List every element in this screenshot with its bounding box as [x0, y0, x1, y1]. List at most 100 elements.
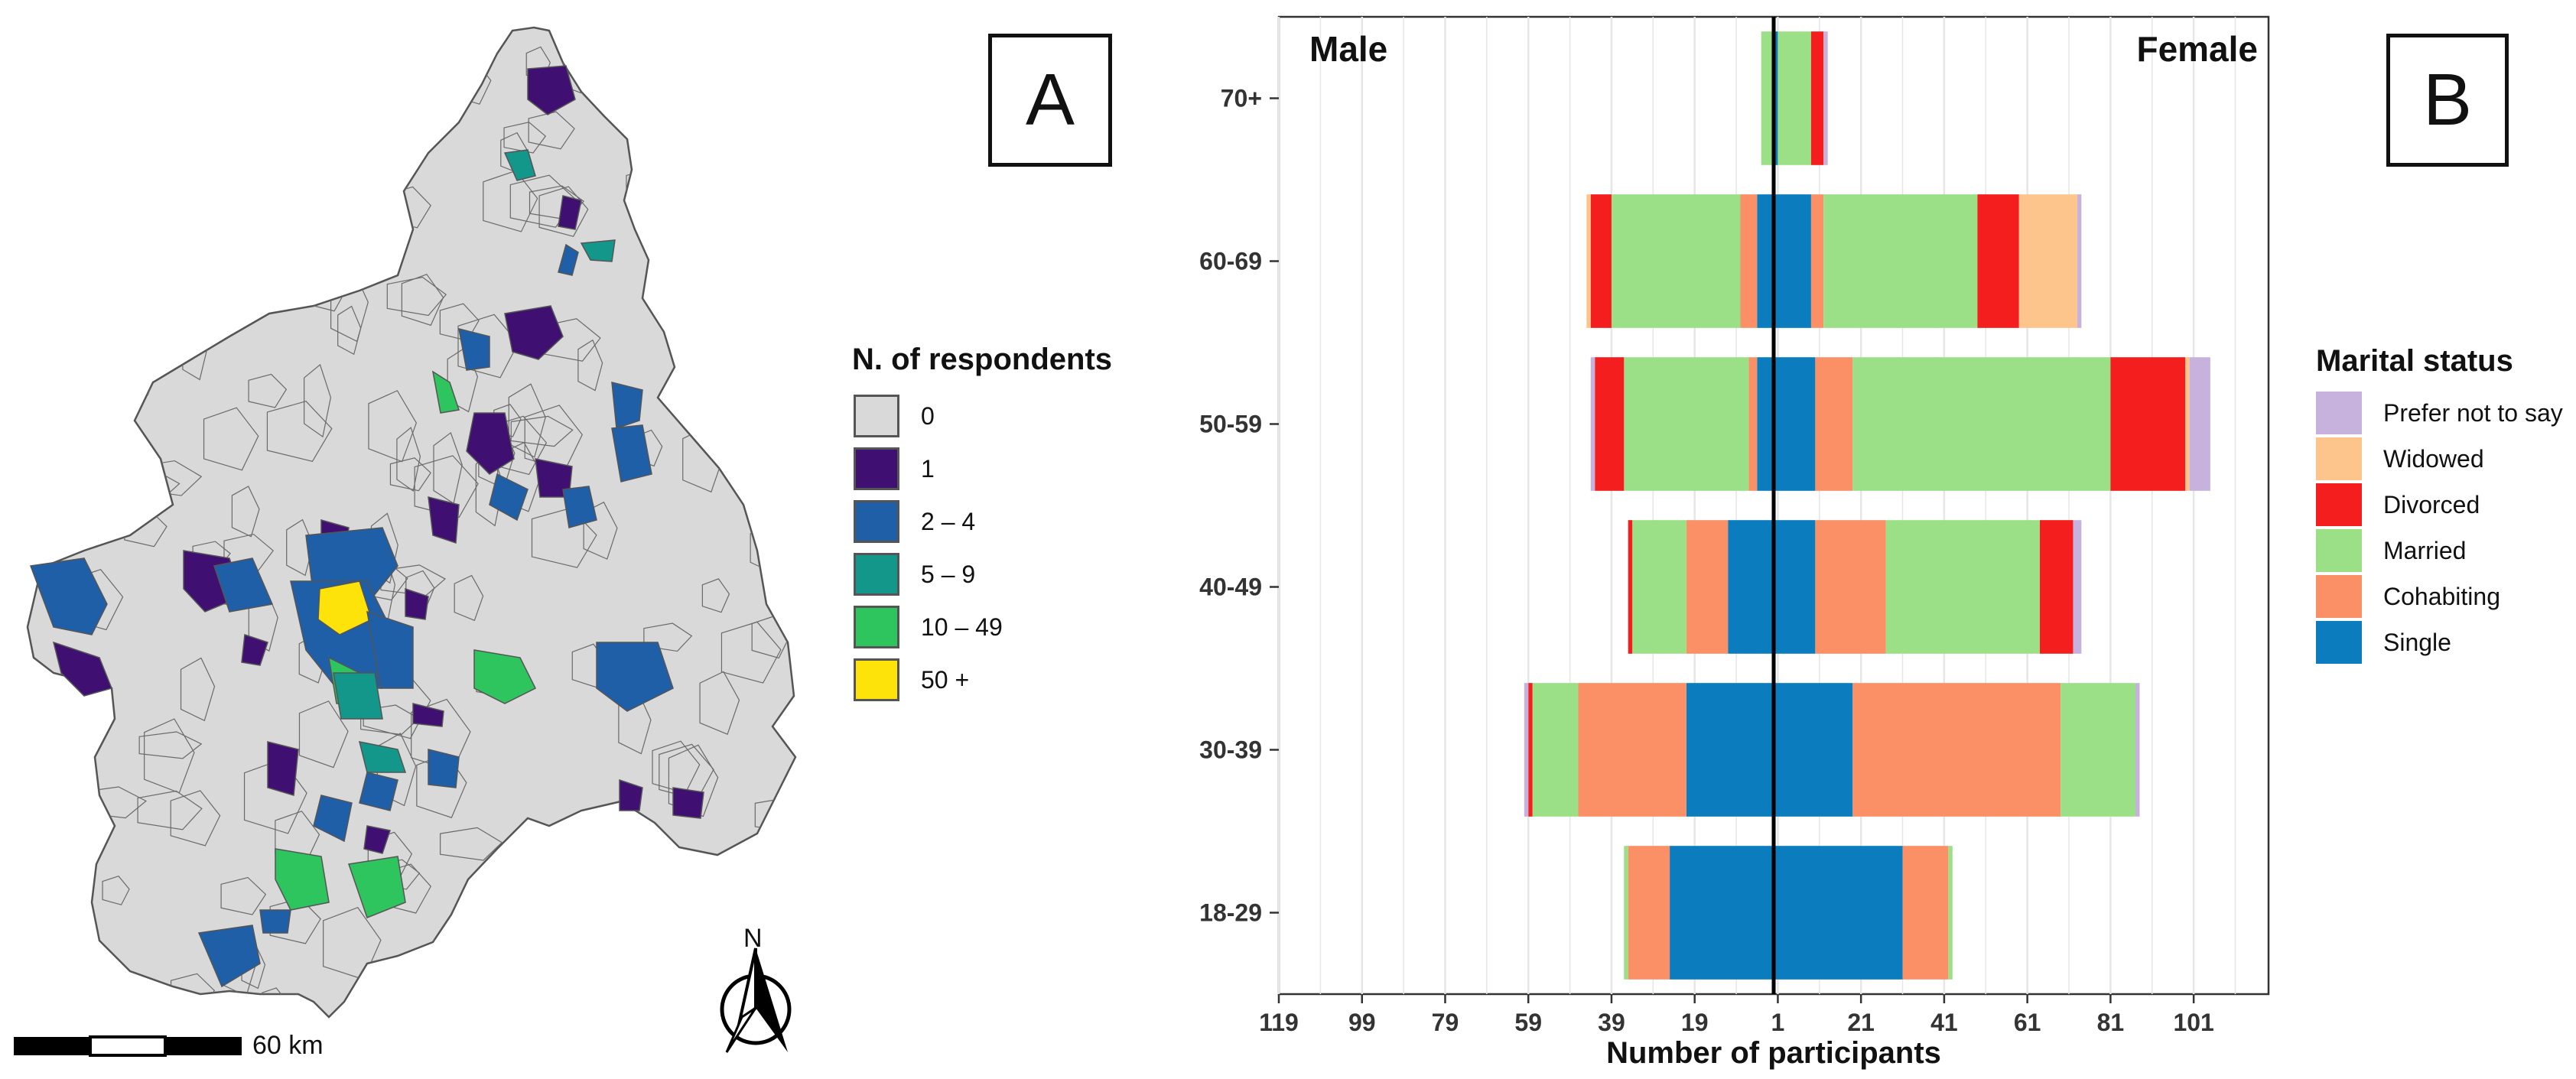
- municipal-border: [294, 138, 351, 174]
- municipal-border: [369, 107, 437, 162]
- municipal-border: [655, 206, 695, 254]
- marital-legend-swatch: [2316, 392, 2362, 434]
- bar-female-60-69-prefer-not-to-say: [2077, 194, 2082, 328]
- bar-male-30-39-married: [1532, 683, 1579, 817]
- municipality-patch: [412, 703, 444, 727]
- bar-male-30-39-divorced: [1528, 683, 1533, 817]
- municipal-border: [298, 700, 349, 769]
- marital-legend-item: Married: [2316, 529, 2466, 572]
- scale-bar: [14, 1035, 242, 1057]
- bar-male-18-29-single: [1670, 846, 1774, 980]
- map-legend-label: 2 – 4: [921, 507, 976, 535]
- municipality-patch: [562, 486, 597, 528]
- x-tick-label: 119: [1259, 1009, 1299, 1036]
- y-tick-label: 50-59: [1199, 411, 1262, 438]
- municipal-border: [138, 731, 203, 759]
- bar-male-40-49-married: [1632, 520, 1686, 654]
- marital-legend-label: Single: [2383, 628, 2451, 656]
- x-axis: 119 99 79 59 39 19 1 21 41 61 81 101: [1259, 994, 2214, 1036]
- map-legend-item: 0: [854, 395, 935, 437]
- municipal-border: [583, 501, 618, 560]
- municipal-border: [45, 502, 91, 529]
- bar-male-30-39-cohabiting: [1578, 683, 1686, 817]
- marital-legend-swatch: [2316, 575, 2362, 618]
- municipality-patch: [504, 305, 564, 360]
- panel-b-letter: B: [2422, 59, 2473, 141]
- municipality-patch: [458, 327, 490, 371]
- municipality-patch: [489, 473, 529, 522]
- municipal-border: [220, 876, 267, 915]
- municipality-patch: [213, 557, 274, 613]
- map-legend-item: 10 – 49: [854, 606, 1003, 648]
- x-tick-label: 41: [1930, 1009, 1958, 1036]
- x-axis-title: Number of participants: [1606, 1036, 1941, 1070]
- municipal-border: [433, 431, 463, 505]
- map-legend-swatch: [854, 606, 899, 648]
- bar-male-18-29-married: [1624, 846, 1628, 980]
- municipal-border: [659, 743, 714, 801]
- municipal-border: [83, 365, 123, 441]
- bar-female-50-59-prefer-not-to-say: [2189, 357, 2210, 491]
- municipal-border: [137, 790, 203, 830]
- bar-female-30-39-married: [2060, 683, 2136, 817]
- municipal-border: [411, 698, 471, 772]
- municipality-patch: [313, 795, 353, 843]
- municipality-patch: [503, 149, 536, 181]
- municipal-border: [144, 718, 195, 794]
- municipality-patch: [267, 741, 299, 796]
- bar-male-60-69-married: [1611, 194, 1741, 328]
- municipality-patch: [52, 641, 113, 697]
- x-tick-label: 19: [1681, 1009, 1709, 1036]
- municipality-patch: [611, 424, 652, 483]
- municipal-border: [174, 79, 242, 155]
- bar-female-70+-single: [1774, 31, 1778, 165]
- municipal-border: [154, 194, 191, 246]
- y-tick-label: 30-39: [1199, 736, 1262, 764]
- map-legend-label: 1: [921, 454, 935, 483]
- map-legend-label: 10 – 49: [921, 613, 1003, 641]
- province-map: [14, 26, 797, 1057]
- municipal-border: [386, 276, 447, 317]
- municipal-border: [304, 363, 332, 438]
- bar-male-30-39-prefer-not-to-say: [1524, 683, 1529, 817]
- bar-female-40-49-cohabiting: [1815, 520, 1886, 654]
- bar-female-50-59-single: [1774, 357, 1816, 491]
- municipal-border: [531, 507, 597, 568]
- municipal-border: [59, 333, 112, 364]
- municipality-patches: [29, 65, 704, 988]
- bar-male-30-39-single: [1686, 683, 1774, 817]
- bar-female-60-69-cohabiting: [1810, 194, 1824, 328]
- municipal-border: [483, 170, 538, 232]
- marital-legend-item: Widowed: [2316, 437, 2484, 480]
- map-legend-swatch: [854, 658, 899, 701]
- municipality-patch: [428, 749, 460, 788]
- bar-female-70+-divorced: [1810, 31, 1824, 165]
- municipality-patch: [317, 580, 372, 635]
- bars: [1524, 31, 2210, 980]
- municipal-border: [368, 390, 418, 463]
- bar-female-70+-married: [1778, 31, 1811, 165]
- bar-female-50-59-married: [1852, 357, 2111, 491]
- municipal-border: [47, 966, 101, 1006]
- north-label: N: [743, 924, 763, 953]
- municipal-border: [343, 252, 385, 281]
- bar-female-50-59-widowed: [2185, 357, 2190, 491]
- municipal-border: [324, 124, 372, 163]
- bar-female-40-49-divorced: [2039, 520, 2073, 654]
- map-legend-swatch: [854, 447, 899, 490]
- municipality-patch: [259, 909, 291, 934]
- municipal-border: [445, 971, 499, 1017]
- marital-legend-label: Widowed: [2383, 444, 2484, 473]
- bar-male-50-59-married: [1624, 357, 1749, 491]
- bar-male-50-59-divorced: [1595, 357, 1625, 491]
- municipal-border: [396, 427, 421, 492]
- y-tick-label: 18-29: [1199, 899, 1262, 927]
- municipal-border: [751, 615, 791, 659]
- bar-female-70+-prefer-not-to-say: [1823, 31, 1828, 165]
- region-outline: [26, 26, 797, 1019]
- scale-label: 60 km: [252, 1031, 324, 1060]
- marital-legend-item: Prefer not to say: [2316, 392, 2563, 434]
- municipality-patch: [366, 610, 414, 689]
- bar-female-40-49-married: [1885, 520, 2040, 654]
- municipal-border: [168, 34, 231, 112]
